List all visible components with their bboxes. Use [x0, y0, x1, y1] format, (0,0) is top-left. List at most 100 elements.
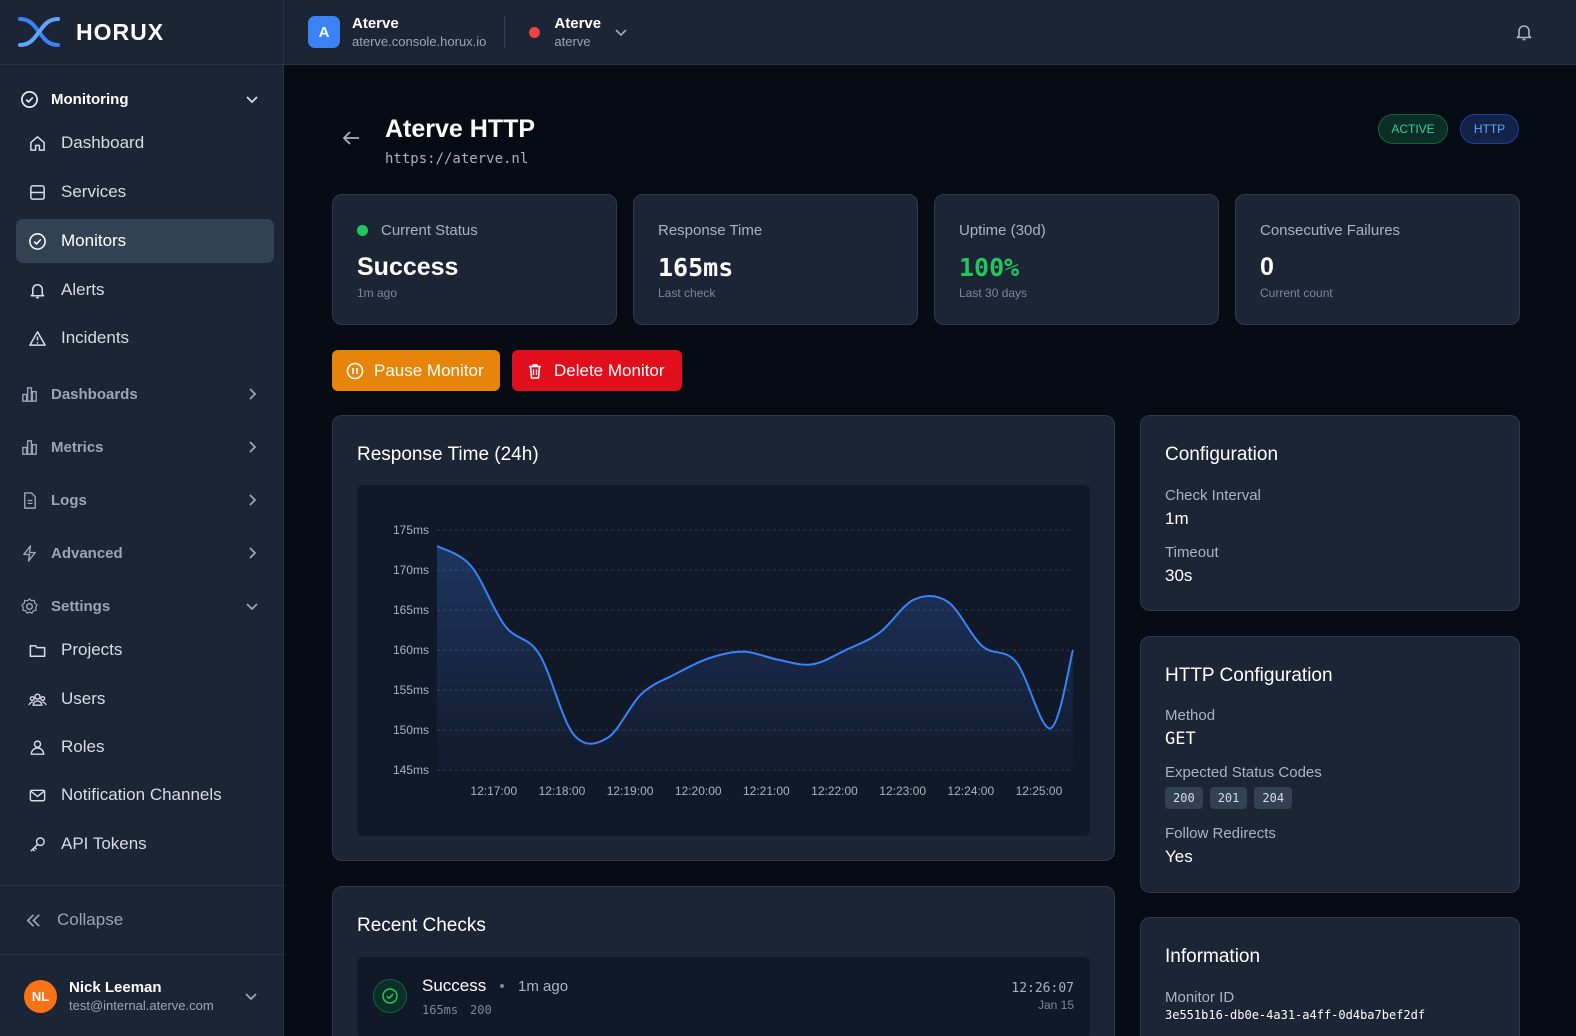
- sidebar-item-dashboard[interactable]: Dashboard: [16, 121, 274, 165]
- avatar: NL: [24, 979, 57, 1013]
- sidebar-item-label: Roles: [61, 737, 105, 756]
- user-menu[interactable]: NL Nick Leeman test@internal.aterve.com: [0, 956, 283, 1036]
- data-point: [1049, 727, 1051, 729]
- stat-label: Response Time: [658, 222, 763, 239]
- check-time: 12:26:07: [1011, 981, 1074, 996]
- collapse-sidebar-button[interactable]: Collapse: [0, 885, 283, 955]
- nav-section-monitoring[interactable]: Monitoring: [16, 79, 274, 119]
- org-switcher[interactable]: A Aterve aterve.console.horux.io: [308, 15, 486, 49]
- check-date: Jan 15: [1037, 998, 1074, 1012]
- x-tick-label: 12:23:00: [879, 784, 926, 798]
- method-value: GET: [1165, 729, 1196, 749]
- x-tick-label: 12:24:00: [947, 784, 994, 798]
- warning-icon: [29, 330, 46, 346]
- user-email: test@internal.aterve.com: [69, 998, 214, 1013]
- environment-name: Aterve: [554, 15, 602, 32]
- sidebar-item-alerts[interactable]: Alerts: [16, 268, 274, 312]
- collapse-label: Collapse: [57, 910, 124, 929]
- check-interval-value: 1m: [1165, 509, 1189, 528]
- status-code-tag: 200: [1165, 787, 1203, 809]
- stat-sub: Current count: [1260, 286, 1333, 300]
- sidebar-item-label: Incidents: [61, 328, 130, 347]
- nav-section-label: Logs: [51, 491, 87, 509]
- status-codes-list: 200 201 204: [1165, 787, 1299, 809]
- environment-switcher[interactable]: Aterve aterve: [529, 15, 629, 49]
- status-codes-label: Expected Status Codes: [1165, 764, 1322, 781]
- nav-section-metrics[interactable]: Metrics: [16, 427, 274, 467]
- button-label: Delete Monitor: [554, 360, 665, 380]
- bolt-icon: [23, 544, 36, 562]
- stat-card-uptime: Uptime (30d) 100% Last 30 days: [934, 194, 1219, 325]
- back-arrow-icon[interactable]: [340, 127, 362, 149]
- nav-section-logs[interactable]: Logs: [16, 480, 274, 520]
- x-tick-label: 12:21:00: [743, 784, 790, 798]
- sidebar-item-label: Notification Channels: [61, 785, 222, 804]
- data-point: [1072, 649, 1074, 651]
- nav-section-dashboards[interactable]: Dashboards: [16, 374, 274, 414]
- status-dot: [357, 225, 368, 236]
- sidebar-item-incidents[interactable]: Incidents: [16, 316, 274, 360]
- folder-icon: [29, 644, 46, 657]
- sidebar-item-monitors[interactable]: Monitors: [16, 219, 274, 263]
- home-icon: [30, 135, 45, 151]
- data-point: [913, 598, 915, 600]
- gear-icon: [21, 597, 38, 614]
- environment-slug: aterve: [554, 34, 591, 49]
- sidebar-item-users[interactable]: Users: [16, 677, 274, 721]
- sidebar-item-label: Users: [61, 689, 106, 708]
- monitor-url: https://aterve.nl: [385, 151, 529, 167]
- nav-section-label: Settings: [51, 597, 111, 615]
- sidebar-item-roles[interactable]: Roles: [16, 725, 274, 769]
- stat-label: Current Status: [381, 222, 478, 239]
- x-tick-label: 12:18:00: [539, 784, 586, 798]
- sidebar-item-label: Services: [61, 182, 127, 201]
- sidebar-item-services[interactable]: Services: [16, 170, 274, 214]
- sidebar-item-label: Alerts: [61, 280, 105, 299]
- sidebar-item-projects[interactable]: Projects: [16, 628, 274, 672]
- sidebar-item-label: Dashboard: [61, 133, 145, 152]
- stat-value: 0: [1260, 253, 1274, 281]
- brand-logo[interactable]: HORUX: [0, 0, 283, 65]
- chevron-down-icon: [615, 29, 627, 37]
- check-status-code: 200: [470, 1003, 492, 1017]
- pause-monitor-button[interactable]: Pause Monitor: [332, 350, 500, 391]
- sidebar-item-label: Projects: [61, 640, 123, 659]
- org-name: Aterve: [352, 15, 399, 32]
- chevron-down-icon: [246, 603, 258, 611]
- configuration-title: Configuration: [1165, 444, 1279, 465]
- stat-value: Success: [357, 253, 459, 281]
- sidebar-item-notification-channels[interactable]: Notification Channels: [16, 773, 274, 817]
- org-avatar: A: [308, 16, 340, 48]
- response-time-chart-card: Response Time (24h) 175ms 170ms 165ms 160ms…: [332, 415, 1115, 861]
- check-ago: 1m ago: [518, 978, 569, 995]
- horux-logo-icon: [18, 17, 60, 47]
- check-status: Success: [422, 976, 487, 995]
- response-time-line: [436, 545, 1074, 745]
- y-tick-label: 170ms: [393, 563, 429, 577]
- http-config-title: HTTP Configuration: [1165, 665, 1333, 686]
- y-tick-label: 145ms: [393, 763, 429, 777]
- chevron-right-icon: [249, 547, 257, 559]
- data-point: [572, 733, 574, 735]
- delete-monitor-button[interactable]: Delete Monitor: [512, 350, 682, 391]
- stat-sub: Last 30 days: [959, 286, 1028, 300]
- information-card: Information Monitor ID 3e551b16-db0e-4a3…: [1140, 917, 1520, 1036]
- y-tick-label: 175ms: [393, 523, 429, 537]
- x-tick-label: 12:22:00: [811, 784, 858, 798]
- y-tick-label: 150ms: [393, 723, 429, 737]
- notifications-bell-icon[interactable]: [1514, 22, 1534, 42]
- data-point: [470, 565, 472, 567]
- nav-section-advanced[interactable]: Advanced: [16, 533, 274, 573]
- sidebar-item-api-tokens[interactable]: API Tokens: [16, 822, 274, 866]
- response-time-chart: 175ms 170ms 165ms 160ms 155ms 150ms 145ms 12:17…: [393, 523, 1074, 798]
- data-point: [436, 545, 438, 547]
- nav-section-settings[interactable]: Settings: [16, 586, 274, 626]
- method-label: Method: [1165, 707, 1216, 724]
- stat-label: Consecutive Failures: [1260, 222, 1401, 239]
- monitor-id-value: 3e551b16-db0e-4a31-a4ff-0d4ba7bef2df: [1165, 1008, 1426, 1022]
- stat-label: Uptime (30d): [959, 222, 1046, 239]
- check-row[interactable]: Success 1m ago 165ms 200 12:26:07 Jan 15: [357, 957, 1090, 1036]
- nav-section-label: Monitoring: [51, 90, 129, 108]
- chevron-right-icon: [249, 388, 257, 400]
- response-time-area: [437, 546, 1073, 770]
